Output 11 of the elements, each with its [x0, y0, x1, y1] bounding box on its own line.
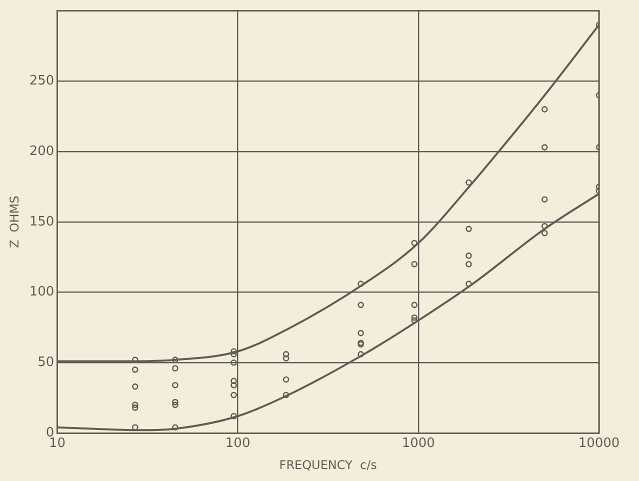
x-tick-label: 10000 — [578, 436, 620, 452]
y-tick-label: 100 — [29, 284, 54, 300]
x-axis-title: FREQUENCY c/s — [279, 458, 377, 472]
y-tick-label: 250 — [29, 74, 54, 89]
y-tick-label: 150 — [29, 214, 54, 230]
x-tick-label: 10 — [48, 436, 66, 452]
y-axis-title: Z OHMS — [7, 196, 22, 248]
y-tick-label: 200 — [29, 144, 54, 159]
x-tick-label: 100 — [225, 436, 250, 452]
x-tick-label: 1000 — [402, 436, 435, 452]
y-tick-label: 50 — [38, 355, 54, 370]
